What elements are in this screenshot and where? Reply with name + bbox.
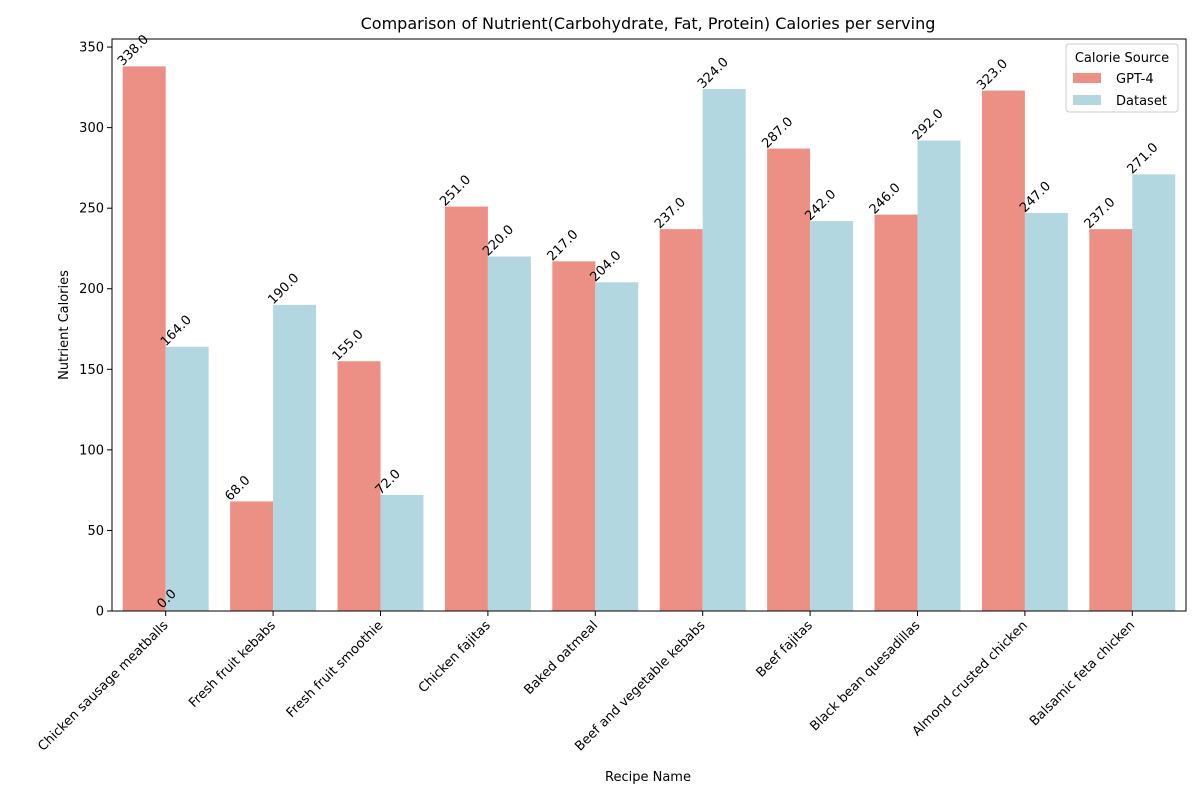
bar-dataset	[595, 282, 639, 611]
data-label: 246.0	[867, 181, 904, 218]
bar-gpt-4	[230, 501, 274, 611]
bar-dataset	[487, 256, 531, 611]
y-tick-label: 100	[79, 443, 104, 458]
data-label: 237.0	[652, 195, 689, 232]
data-label: 190.0	[265, 271, 302, 308]
legend-label: GPT-4	[1116, 72, 1154, 87]
bar-gpt-4	[444, 206, 488, 611]
bar-gpt-4	[337, 361, 381, 611]
y-tick-label: 150	[79, 363, 104, 378]
y-tick-label: 50	[87, 524, 104, 539]
bar-gpt-4	[1089, 229, 1133, 611]
x-tick-label: Black bean quesadillas	[807, 618, 923, 734]
data-label: 323.0	[974, 56, 1011, 93]
data-label: 271.0	[1125, 140, 1162, 177]
bar-dataset	[702, 88, 746, 611]
legend: Calorie Source GPT-4 Dataset	[1065, 43, 1179, 113]
legend-title: Calorie Source	[1075, 51, 1169, 66]
chart-title: Comparison of Nutrient(Carbohydrate, Fat…	[361, 14, 936, 33]
x-tick-label: Chicken fajitas	[416, 618, 494, 696]
bar-dataset	[165, 346, 209, 611]
data-label: 251.0	[437, 172, 474, 209]
y-tick-label: 0	[96, 605, 104, 620]
data-label: 155.0	[330, 327, 367, 364]
y-axis-label: Nutrient Calories	[57, 270, 72, 380]
x-tick-label: Fresh fruit kebabs	[186, 618, 279, 711]
bar-dataset	[273, 304, 317, 611]
bar-gpt-4	[122, 66, 166, 611]
bar-dataset	[810, 221, 854, 611]
data-label: 237.0	[1082, 195, 1119, 232]
plot-area: 338.0 68.0 155.0 251.0 217.0 237.0 287.0 246.0 3…	[35, 32, 1187, 754]
x-tick-label: Chicken sausage meatballs	[35, 618, 171, 754]
bar-gpt-4	[981, 90, 1025, 611]
x-tick-label: Beef fajitas	[754, 618, 817, 681]
plot-frame	[111, 38, 1187, 612]
legend-swatch	[1073, 73, 1101, 83]
y-tick-label: 200	[79, 282, 104, 297]
bar-dataset	[917, 140, 961, 611]
bar-gpt-4	[552, 261, 596, 611]
x-tick-label: Almond crusted chicken	[910, 618, 1031, 739]
bar-dataset	[1024, 213, 1068, 611]
x-tick-label: Fresh fruit smoothie	[284, 618, 387, 721]
bar-dataset	[1132, 174, 1176, 611]
y-tick-label: 300	[79, 121, 104, 136]
y-tick-label: 250	[79, 202, 104, 217]
legend-label: Dataset	[1116, 94, 1167, 109]
bar-gpt-4	[767, 148, 811, 611]
data-label: 292.0	[910, 106, 947, 143]
data-label: 338.0	[115, 32, 152, 69]
x-tick-label: Balsamic feta chicken	[1027, 618, 1138, 729]
data-label: 68.0	[222, 473, 253, 504]
data-label: 217.0	[545, 227, 582, 264]
legend-swatch	[1073, 95, 1101, 105]
x-tick-label: Beef and vegetable kebabs	[572, 618, 708, 754]
x-tick-label: Baked oatmeal	[522, 618, 602, 698]
data-label: 324.0	[695, 55, 732, 92]
bar-gpt-4	[874, 214, 918, 611]
x-axis-label: Recipe Name	[605, 770, 691, 785]
y-tick-label: 350	[79, 41, 104, 56]
bar-dataset	[380, 494, 424, 611]
bar-gpt-4	[659, 229, 703, 611]
data-label: 287.0	[759, 114, 796, 151]
